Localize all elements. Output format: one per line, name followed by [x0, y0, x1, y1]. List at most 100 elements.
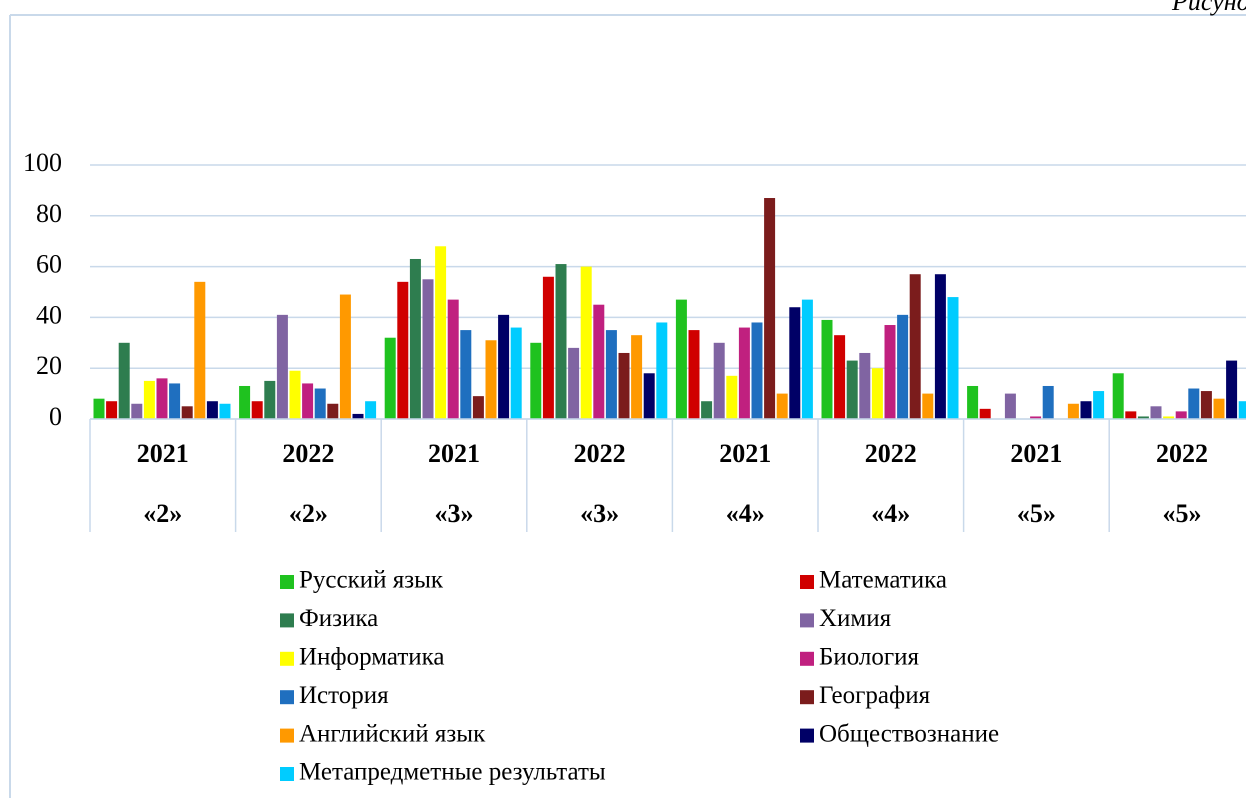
- bar: [884, 325, 896, 419]
- legend-swatch: [280, 651, 294, 666]
- bar: [352, 413, 364, 419]
- bar: [846, 360, 858, 419]
- bar: [1067, 403, 1079, 419]
- bar: [397, 281, 409, 419]
- bar: [1188, 388, 1200, 419]
- x-tick-label: 2021: [1010, 439, 1062, 468]
- bar: [194, 281, 206, 419]
- bar: [713, 342, 725, 419]
- bar: [801, 299, 813, 419]
- bar: [568, 347, 580, 419]
- x-tick-sublabel: «3»: [580, 499, 619, 528]
- bar: [580, 266, 592, 419]
- bar: [339, 294, 351, 419]
- bar: [289, 370, 301, 419]
- bar: [1030, 416, 1042, 419]
- legend-swatch: [800, 651, 814, 666]
- bar: [498, 314, 510, 419]
- y-tick-label: 60: [36, 250, 62, 279]
- y-tick-label: 100: [23, 148, 62, 177]
- bar: [1137, 416, 1149, 419]
- bar: [618, 352, 630, 419]
- bar: [688, 330, 700, 419]
- bar: [1004, 393, 1016, 419]
- bar: [251, 401, 263, 419]
- bar: [751, 322, 763, 419]
- x-tick-sublabel: «5»: [1163, 499, 1202, 528]
- bar: [384, 337, 396, 419]
- bar: [472, 396, 484, 419]
- legend-swatch: [800, 728, 814, 743]
- bar: [181, 406, 193, 419]
- x-tick-label: 2021: [428, 439, 480, 468]
- x-tick-sublabel: «2»: [289, 499, 328, 528]
- legend-label: Обществознание: [819, 720, 999, 747]
- legend-label: Химия: [819, 605, 892, 632]
- bar: [1125, 411, 1137, 419]
- x-tick-label: 2021: [719, 439, 771, 468]
- legend-label: Метапредметные результаты: [299, 759, 606, 786]
- bar: [776, 393, 788, 419]
- caption: Рисунок: [1171, 0, 1246, 16]
- legend-swatch: [280, 575, 294, 589]
- bar: [1200, 391, 1212, 419]
- x-tick-sublabel: «4»: [726, 499, 765, 528]
- bar: [1226, 360, 1238, 419]
- bar: [605, 330, 617, 419]
- bar: [555, 264, 567, 419]
- x-tick-label: 2022: [1156, 439, 1208, 468]
- bar: [967, 385, 979, 419]
- legend-swatch: [800, 613, 814, 628]
- legend-label: Информатика: [299, 644, 445, 671]
- x-tick-label: 2022: [574, 439, 626, 468]
- bar: [821, 319, 833, 419]
- x-tick-label: 2021: [137, 439, 189, 468]
- bar: [510, 327, 522, 419]
- bar: [979, 408, 991, 419]
- bar: [276, 314, 288, 419]
- y-tick-label: 40: [36, 300, 62, 329]
- bar: [834, 335, 846, 419]
- bar: [206, 401, 218, 419]
- bar: [143, 380, 155, 419]
- bar: [1042, 385, 1054, 419]
- bar: [631, 335, 643, 419]
- bar: [871, 368, 883, 419]
- x-tick-sublabel: «5»: [1017, 499, 1056, 528]
- legend-label: География: [819, 682, 931, 709]
- bar: [131, 403, 143, 419]
- bar: [909, 274, 921, 419]
- bar: [1213, 398, 1225, 419]
- bar: [460, 330, 472, 419]
- bar: [1238, 401, 1246, 419]
- bar: [409, 258, 421, 419]
- bar: [422, 279, 434, 419]
- bar: [169, 383, 181, 419]
- legend-label: Русский язык: [299, 567, 444, 594]
- legend-label: История: [299, 682, 389, 709]
- y-tick-label: 20: [36, 351, 62, 380]
- legend-label: Математика: [819, 567, 947, 594]
- bar: [947, 297, 959, 419]
- bar: [485, 340, 497, 419]
- x-tick-sublabel: «2»: [143, 499, 182, 528]
- bar: [435, 246, 447, 419]
- bar: [922, 393, 934, 419]
- bar: [156, 378, 168, 419]
- bar: [764, 198, 776, 419]
- bar: [1163, 416, 1175, 419]
- bar: [1093, 391, 1105, 419]
- bar: [1080, 401, 1092, 419]
- bar: [1112, 373, 1124, 419]
- bar: [701, 401, 713, 419]
- bar: [897, 314, 909, 419]
- bar: [675, 299, 687, 419]
- legend-swatch: [280, 767, 294, 781]
- bar: [643, 373, 655, 419]
- bar: [1150, 406, 1162, 419]
- bar: [859, 352, 871, 419]
- bar: [656, 322, 668, 419]
- bar: [738, 327, 750, 419]
- y-tick-label: 0: [49, 402, 62, 431]
- bar: [542, 276, 554, 419]
